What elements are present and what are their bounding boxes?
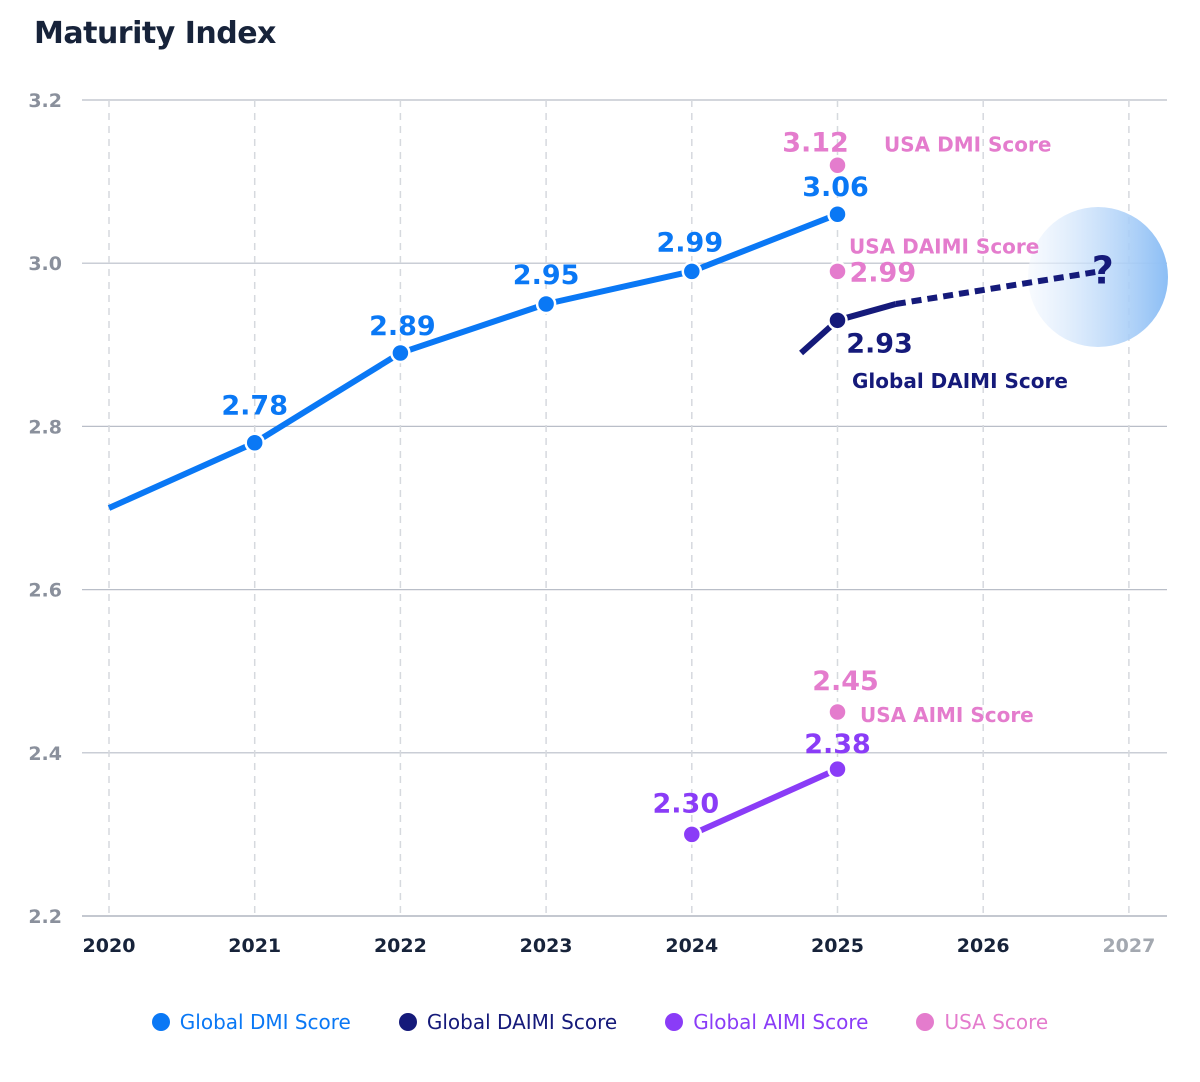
legend-dot-icon (665, 1013, 684, 1031)
data-point (681, 261, 703, 282)
legend-label: Global DAIMI Score (426, 1010, 618, 1034)
legend-item: USA Score (916, 1010, 1048, 1034)
legend-label: Global AIMI Score (693, 1010, 869, 1034)
y-tick-label: 3.2 (28, 90, 62, 112)
usa-data-point (827, 261, 848, 282)
data-label: 2.99 (656, 227, 723, 258)
x-tick-label: 2027 (1102, 935, 1155, 957)
legend-dot-icon (916, 1013, 935, 1031)
legend-label: USA Score (944, 1010, 1049, 1034)
y-tick-label: 3.0 (28, 253, 62, 275)
legend-item: Global DMI Score (151, 1010, 351, 1034)
legend-item: Global DAIMI Score (398, 1010, 618, 1034)
legend-item: Global AIMI Score (665, 1010, 868, 1034)
data-point (827, 758, 848, 780)
x-tick-label: 2023 (520, 935, 573, 957)
x-tick-label: 2025 (811, 935, 864, 957)
usa-data-label: 2.45 (812, 666, 879, 697)
x-tick-label: 2022 (374, 935, 427, 957)
data-point (827, 203, 848, 225)
usa-data-label: 2.99 (850, 257, 917, 288)
data-label: 2.95 (513, 260, 580, 291)
y-tick-label: 2.2 (28, 906, 62, 928)
data-point (827, 310, 848, 331)
series-line-global-dmi-score (107, 211, 839, 511)
y-tick-label: 2.4 (28, 743, 62, 765)
projection-bubble (1028, 207, 1168, 347)
data-label: 3.06 (802, 172, 869, 203)
legend-dot-icon (151, 1013, 170, 1031)
x-tick-label: 2026 (957, 935, 1010, 957)
chart-area: 3.2 3.0 2.8 2.6 2.4 2.2 2020 2021 2022 2023 2024 20… (28, 90, 1168, 957)
data-label: 2.30 (652, 788, 719, 819)
legend-dot-icon (398, 1013, 417, 1031)
series-annotation: Global DAIMI Score (852, 369, 1068, 393)
data-point (535, 293, 557, 315)
usa-data-label: 3.12 (782, 127, 849, 158)
data-label: 2.93 (846, 328, 913, 359)
x-tick-label: 2020 (83, 935, 136, 957)
legend-label: Global DMI Score (179, 1010, 351, 1034)
x-tick-label: 2021 (228, 935, 281, 957)
y-tick-label: 2.6 (28, 580, 62, 602)
data-point (244, 432, 265, 453)
projection-line (895, 268, 1101, 307)
data-label: 2.89 (369, 311, 436, 342)
data-label: 2.78 (221, 391, 288, 422)
data-point (390, 342, 411, 364)
usa-data-point (827, 155, 848, 176)
projection-question-mark: ? (1092, 248, 1114, 292)
legend: Global DMI Score Global DAIMI Score Global… (0, 1010, 1200, 1034)
series-line-global-aimi-score (690, 766, 839, 838)
y-tick-label: 2.8 (28, 416, 62, 438)
usa-point-annotation: USA DAIMI Score (849, 234, 1039, 258)
usa-point-annotation: USA DMI Score (884, 132, 1051, 156)
chart-title: Maturity Index (34, 16, 276, 51)
usa-data-point (827, 701, 848, 723)
data-label: 2.38 (804, 729, 871, 760)
x-tick-label: 2024 (665, 935, 718, 957)
usa-point-annotation: USA AIMI Score (860, 703, 1034, 727)
data-point (681, 824, 703, 845)
